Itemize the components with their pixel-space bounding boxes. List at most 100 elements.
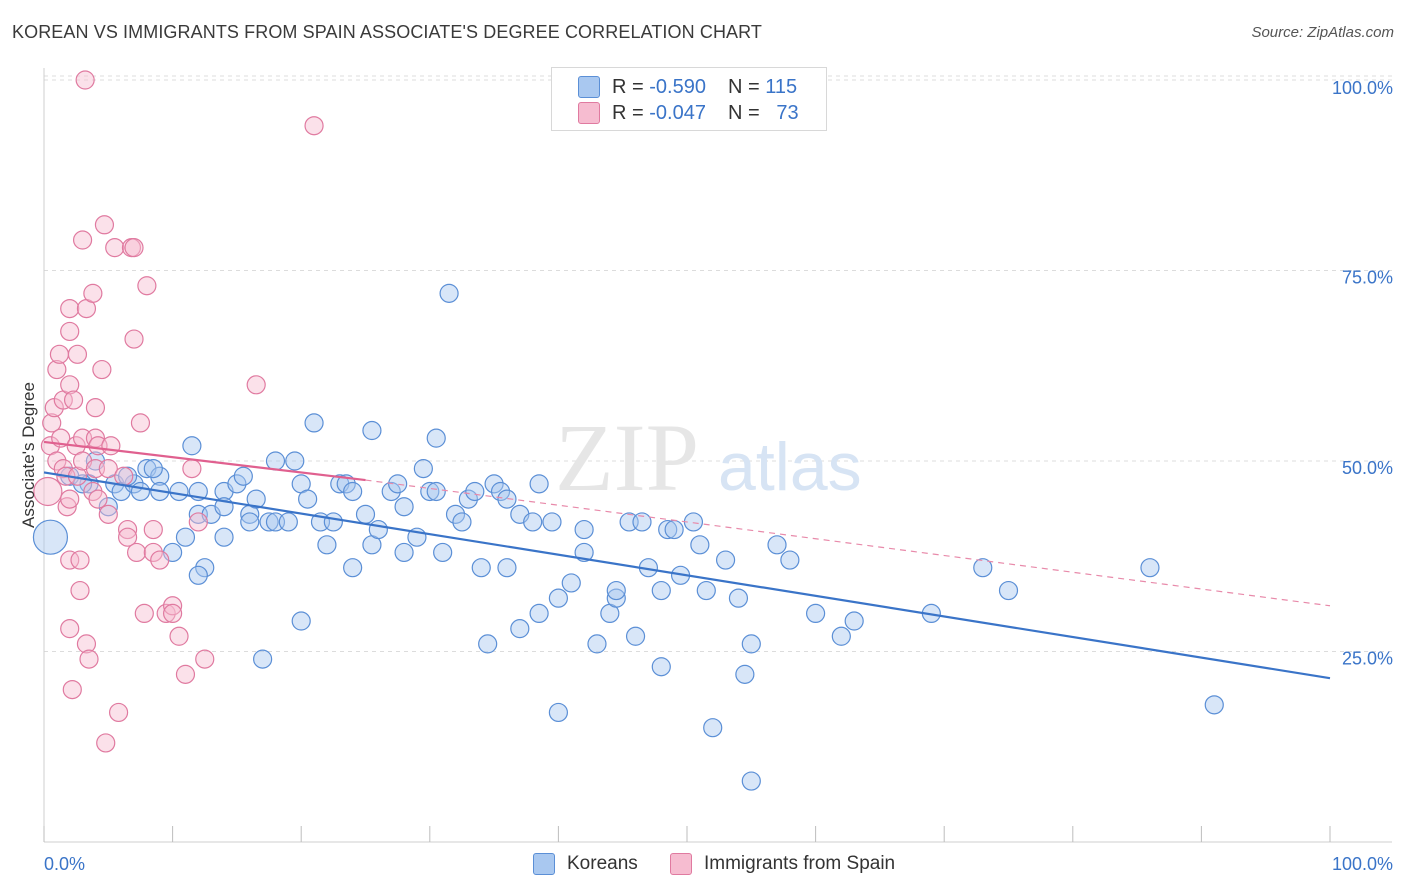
- korean-point: [188, 565, 208, 585]
- bottom-legend-spain: Immigrants from Spain: [670, 851, 895, 877]
- spain-point: [60, 375, 80, 395]
- spain-point: [182, 459, 202, 479]
- korean-point: [98, 497, 118, 517]
- korean-point: [844, 611, 864, 631]
- korean-point: [420, 481, 440, 502]
- korean-point: [388, 474, 408, 494]
- spain-point: [143, 542, 163, 563]
- legend-row-spain: R = -0.047 N = 73: [578, 100, 799, 126]
- korean-point: [343, 481, 363, 502]
- korean-point: [529, 603, 549, 624]
- korean-point: [658, 519, 678, 540]
- legend-r-label: R =: [612, 75, 644, 98]
- spain-point: [60, 299, 80, 319]
- x-tick-label: 0.0%: [44, 854, 85, 874]
- trend-lines: [43, 440, 1331, 680]
- spain-point: [79, 649, 99, 669]
- spain-point: [94, 215, 115, 235]
- korean-point: [728, 588, 749, 608]
- spain-point: [137, 276, 157, 296]
- korean-point: [439, 283, 459, 303]
- korean-point: [130, 481, 151, 502]
- tick-labels: 25.0% 50.0% 75.0% 100.0% 0.0% 100.0%: [44, 78, 1393, 874]
- korean-point: [458, 489, 478, 509]
- spain-point: [195, 649, 215, 669]
- korean-point: [278, 512, 298, 532]
- spain-point: [150, 550, 170, 570]
- legend-n-label: N =: [727, 75, 760, 98]
- spain-point: [114, 466, 134, 486]
- spain-point: [92, 359, 112, 380]
- korean-point: [1140, 558, 1160, 578]
- korean-trend-line: [43, 471, 1331, 680]
- legend-n-value: 73: [776, 101, 799, 124]
- korean-point: [690, 535, 710, 555]
- spain-point: [175, 664, 196, 684]
- korean-point: [741, 634, 761, 654]
- spain-point: [246, 375, 266, 395]
- korean-point: [497, 558, 517, 578]
- bottom-legend-label-spain: Immigrants from Spain: [704, 853, 896, 874]
- spain-point: [163, 596, 183, 616]
- korean-point: [715, 550, 736, 570]
- korean-point: [529, 474, 549, 494]
- korean-point: [150, 466, 170, 486]
- y-axis-title: Associate's Degree: [19, 382, 38, 528]
- legend-r-value: -0.047: [649, 101, 706, 124]
- spain-point: [85, 398, 106, 418]
- korean-point: [805, 603, 826, 624]
- korean-point: [195, 558, 215, 578]
- spain-point: [169, 626, 189, 646]
- korean-point: [735, 664, 755, 684]
- korean-point: [831, 626, 851, 646]
- korean-point: [175, 527, 196, 547]
- spain-point: [124, 329, 144, 349]
- spain-point: [98, 504, 118, 524]
- spain-point: [49, 344, 70, 364]
- y-tick-label: 100.0%: [1332, 78, 1393, 98]
- korean-point: [478, 634, 498, 654]
- spain-point: [134, 603, 154, 624]
- legend-n-label: N =: [727, 101, 760, 124]
- korean-point: [246, 489, 266, 509]
- korean-point: [490, 481, 511, 502]
- korean-point: [497, 489, 517, 509]
- korean-point: [587, 634, 607, 654]
- korean-point: [265, 451, 286, 471]
- korean-point: [169, 481, 189, 502]
- spain-point: [117, 527, 138, 547]
- korean-point: [703, 718, 723, 738]
- spain-point: [60, 619, 80, 639]
- spain-point: [42, 413, 62, 433]
- korean-point: [471, 558, 491, 578]
- korean-point: [259, 512, 279, 532]
- korean-point: [651, 580, 671, 601]
- korean-point: [664, 519, 684, 540]
- korean-point: [317, 535, 337, 555]
- korean-point: [548, 702, 569, 723]
- spain-point: [63, 390, 84, 410]
- korean-point: [696, 580, 716, 601]
- chart-title: KOREAN VS IMMIGRANTS FROM SPAIN ASSOCIAT…: [12, 22, 763, 42]
- korean-point: [214, 527, 234, 547]
- korean-point: [445, 504, 466, 524]
- legend-r-value: -0.590: [649, 75, 706, 98]
- korean-point: [426, 428, 446, 448]
- spain-point: [124, 238, 144, 258]
- spain-point: [60, 489, 80, 509]
- spain-trend-extension: [365, 479, 1331, 607]
- korean-point: [426, 481, 446, 502]
- korean-point: [240, 512, 260, 532]
- spain-point: [33, 476, 63, 507]
- korean-point: [343, 558, 363, 578]
- korean-point: [143, 459, 163, 479]
- legend-swatch-spain: [578, 102, 600, 124]
- korean-point: [561, 573, 581, 593]
- korean-point: [291, 611, 311, 631]
- spain-point: [96, 733, 116, 753]
- legend-n-value: 115: [765, 75, 798, 98]
- spain-point: [117, 519, 138, 540]
- spain-point: [67, 344, 88, 364]
- korean-point: [32, 519, 69, 555]
